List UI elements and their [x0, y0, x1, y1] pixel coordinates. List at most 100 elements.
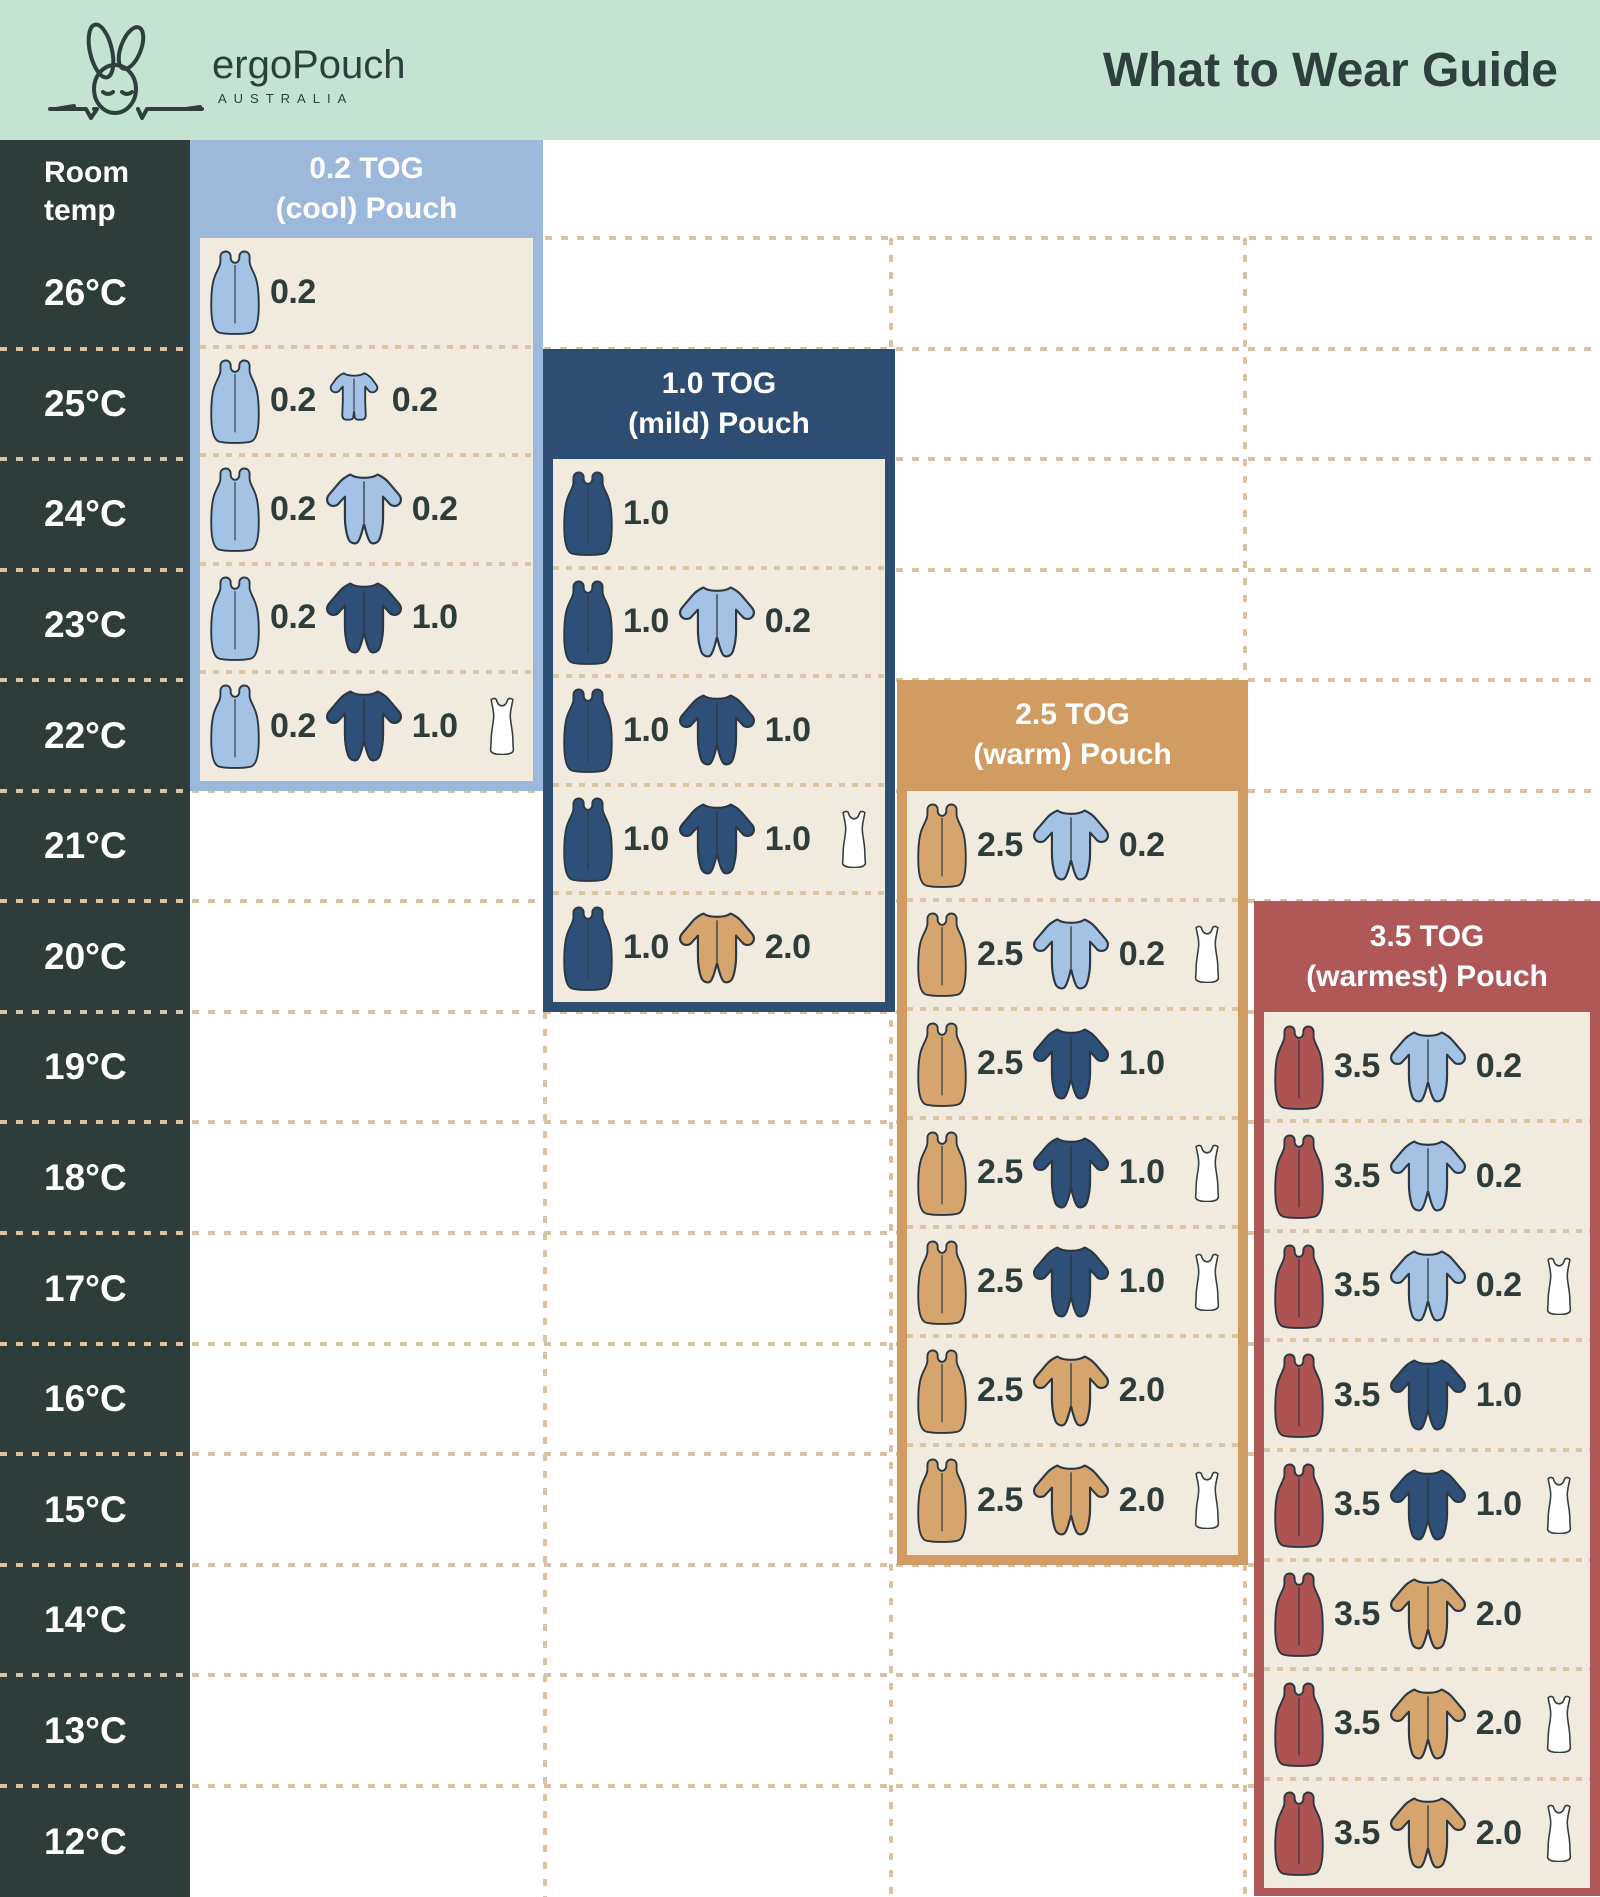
panel-row: 2.5 1.0: [907, 1225, 1238, 1336]
panel-cool: 0.2 TOG (cool) Pouch 0.2 0.2 0.2 0.2 0.2 0.2 1.0…: [190, 140, 543, 791]
panel-title-line2: (warmest) Pouch: [1306, 959, 1548, 993]
tog-value: 1.0: [411, 598, 458, 637]
temp-cell: 17°C: [44, 1267, 127, 1309]
panel-row: 1.0: [553, 459, 885, 568]
room-temp-label: Room temp: [0, 140, 190, 238]
panel-row: 3.5 1.0: [1264, 1448, 1590, 1560]
panel-warm: 2.5 TOG (warm) Pouch 2.5 0.2 2.5 0.2 2.5 1.0 2.5…: [897, 680, 1248, 1565]
tog-value: 3.5: [1334, 1266, 1380, 1305]
sleepsuit-icon: [1388, 1793, 1468, 1873]
pouch-icon: [1272, 1570, 1326, 1658]
singlet-icon: [481, 697, 523, 755]
singlet-icon: [1186, 925, 1228, 983]
panel-title: 3.5 TOG (warmest) Pouch: [1254, 901, 1600, 1012]
pouch-icon: [1272, 1789, 1326, 1877]
panel-mild: 1.0 TOG (mild) Pouch 1.0 1.0 0.2 1.0 1.0 1.0 1.0…: [543, 348, 895, 1012]
sleepsuit-icon: [1388, 1684, 1468, 1764]
sleepsuit-icon: [1031, 1024, 1111, 1104]
pouch-icon: [1272, 1242, 1326, 1330]
singlet-icon: [1186, 1253, 1228, 1311]
panel-row: 2.5 0.2: [907, 791, 1238, 900]
tog-value: 0.2: [1475, 1047, 1522, 1086]
tog-value: 1.0: [1118, 1153, 1165, 1192]
sleepsuit-icon: [1031, 1133, 1111, 1213]
temp-column: Room temp 26°C 25°C 24°C 23°C 22°C 21°C 20°C 19…: [0, 140, 190, 1897]
sleepsuit-icon: [1031, 1242, 1111, 1322]
tog-value: 3.5: [1334, 1704, 1380, 1743]
pouch-icon: [1272, 1680, 1326, 1768]
panel-row: 1.0 1.0: [553, 674, 885, 785]
tog-value: 2.0: [1118, 1480, 1165, 1519]
tog-value: 3.5: [1334, 1485, 1380, 1524]
singlet-icon: [1538, 1804, 1580, 1862]
panel-title-line1: 0.2 TOG: [309, 152, 424, 185]
tog-value: 0.2: [270, 706, 316, 745]
tog-value: 1.0: [1475, 1375, 1522, 1414]
panel-body: 1.0 1.0 0.2 1.0 1.0 1.0 1.0 1.0 2.0: [553, 459, 885, 1002]
pouch-icon: [1272, 1023, 1326, 1111]
panel-row: 0.2 1.0: [200, 670, 533, 781]
pouch-icon: [1272, 1351, 1326, 1439]
tog-value: 3.5: [1334, 1594, 1380, 1633]
pouch-icon: [208, 682, 262, 770]
panel-row: 0.2: [200, 238, 533, 347]
tog-value: 3.5: [1334, 1375, 1380, 1414]
pouch-icon: [208, 465, 262, 553]
sleepsuit-icon: [1388, 1136, 1468, 1216]
panel-warmest: 3.5 TOG (warmest) Pouch 3.5 0.2 3.5 0.2 3.5 0.2…: [1254, 901, 1600, 1897]
panel-row: 2.5 2.0: [907, 1443, 1238, 1554]
tog-value: 2.5: [977, 1153, 1023, 1192]
temp-cell: 16°C: [44, 1378, 127, 1420]
tog-value: 2.5: [977, 1480, 1023, 1519]
temp-cell: 25°C: [44, 382, 127, 424]
sleepsuit-icon: [1031, 914, 1111, 994]
sleepsuit-icon: [1388, 1027, 1468, 1107]
tog-value: 1.0: [764, 710, 811, 749]
tog-value: 2.5: [977, 1371, 1023, 1410]
pouch-icon: [915, 1347, 969, 1435]
pouch-icon: [208, 248, 262, 336]
brand-country: AUSTRALIA: [218, 91, 354, 106]
temp-cell: 23°C: [44, 604, 127, 646]
temp-cell: 26°C: [44, 272, 127, 314]
tog-value: 2.0: [1475, 1704, 1522, 1743]
sleepsuit-icon: [1031, 1460, 1111, 1540]
tog-value: 0.2: [1118, 934, 1165, 973]
pouch-icon: [561, 686, 615, 774]
singlet-icon: [833, 810, 875, 868]
dotted-grid-line-horizontal: [545, 236, 1600, 240]
panel-title-line1: 1.0 TOG: [661, 366, 777, 400]
tog-value: 1.0: [1475, 1485, 1522, 1524]
romper-icon: [324, 369, 384, 433]
temp-cell: 12°C: [44, 1820, 127, 1862]
pouch-icon: [1272, 1461, 1326, 1549]
pouch-icon: [915, 801, 969, 889]
tog-value: 2.0: [1475, 1813, 1522, 1852]
sleepsuit-icon: [677, 582, 757, 662]
tog-value: 0.2: [1475, 1266, 1522, 1305]
tog-value: 1.0: [623, 493, 669, 532]
sleepsuit-icon: [1388, 1574, 1468, 1654]
pouch-icon: [561, 904, 615, 992]
singlet-icon: [1538, 1695, 1580, 1753]
tog-value: 1.0: [623, 819, 669, 858]
panel-row: 2.5 1.0: [907, 1006, 1238, 1118]
panel-body: 2.5 0.2 2.5 0.2 2.5 1.0 2.5 1.0 2.5 1.0 2.5 2.0 2.5 2…: [907, 790, 1238, 1555]
panel-row: 3.5 2.0: [1264, 1667, 1590, 1779]
tog-value: 0.2: [1118, 825, 1165, 864]
panel-title-line2: (warm) Pouch: [973, 738, 1172, 772]
brand-name: ergoPouch: [212, 43, 406, 87]
tog-value: 0.2: [764, 602, 811, 641]
panel-row: 3.5 0.2: [1264, 1119, 1590, 1231]
panel-row: 1.0 0.2: [553, 565, 885, 677]
tog-value: 0.2: [411, 489, 458, 528]
panel-title: 1.0 TOG (mild) Pouch: [543, 349, 895, 460]
panel-row: 0.2 0.2: [200, 453, 533, 564]
pouch-icon: [561, 795, 615, 883]
pouch-icon: [915, 910, 969, 998]
panel-row: 3.5 0.2: [1264, 1012, 1590, 1122]
bunny-icon: [48, 22, 204, 120]
panel-row: 2.5 2.0: [907, 1334, 1238, 1445]
panel-title: 0.2 TOG (cool) Pouch: [190, 140, 543, 238]
sleepsuit-icon: [1031, 805, 1111, 885]
